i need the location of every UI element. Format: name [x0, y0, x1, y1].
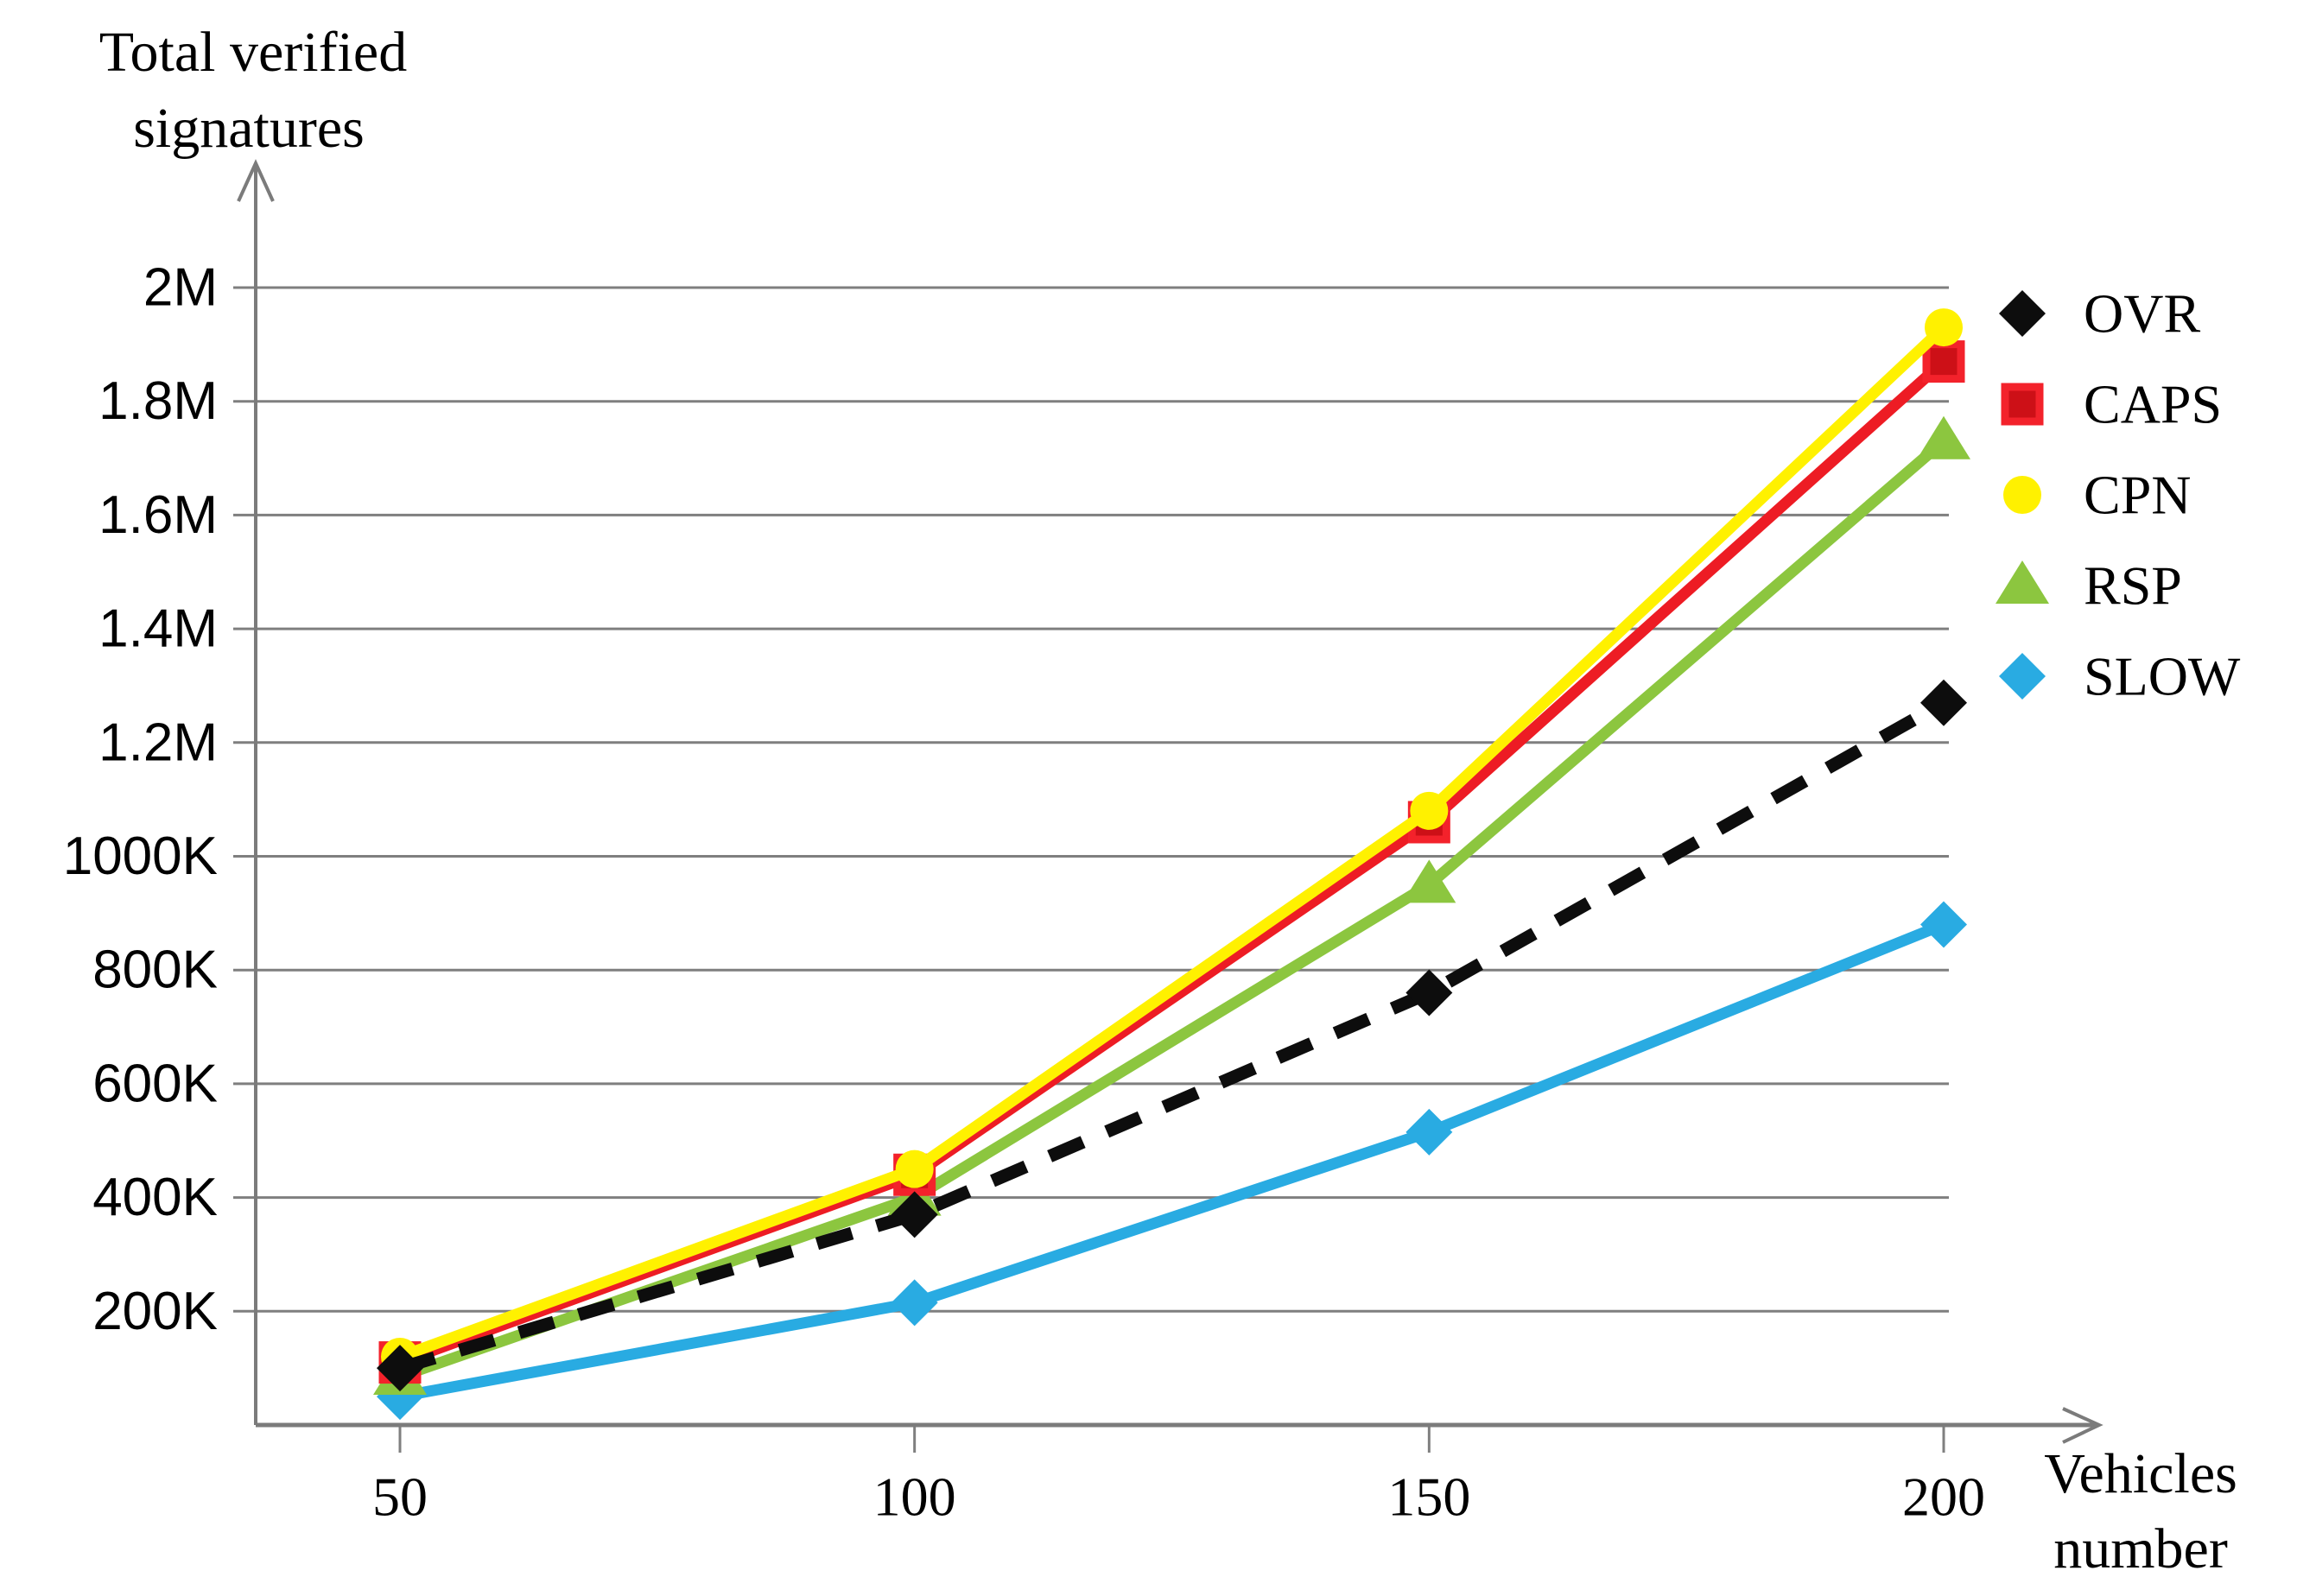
y-tick-label-200K: 200K	[92, 1282, 218, 1341]
legend-label-CAPS: CAPS	[2084, 374, 2222, 435]
y-tick-label-1.2M: 1.2M	[98, 712, 218, 772]
x-axis-title-line2: number	[2053, 1517, 2228, 1580]
y-axis-title-line2: signatures	[133, 97, 365, 160]
series-CPN-line	[397, 323, 1948, 1363]
x-tick-label-200: 200	[1902, 1466, 1985, 1528]
series-CPN-marker	[895, 1150, 934, 1188]
legend-marker-CPN	[2003, 476, 2041, 514]
legend-marker-OVR	[1999, 290, 2046, 337]
legend-label-SLOW: SLOW	[2084, 646, 2241, 707]
series-CPN-marker	[1410, 791, 1449, 830]
legend-item-SLOW: SLOW	[1999, 646, 2241, 707]
y-tick-label-2M: 2M	[143, 258, 218, 318]
series-RSP-marker	[1917, 415, 1970, 459]
x-tick-label-150: 150	[1387, 1466, 1470, 1528]
legend-item-CAPS: CAPS	[2001, 374, 2222, 435]
y-tick-label-1.8M: 1.8M	[98, 371, 218, 431]
series-OVR-marker	[1405, 969, 1453, 1016]
axes	[237, 159, 2103, 1444]
x-axis-title-line1: Vehicles	[2044, 1442, 2237, 1505]
legend-label-RSP: RSP	[2084, 555, 2182, 617]
y-tick-label-600K: 600K	[92, 1054, 218, 1113]
series-RSP-marker	[1402, 859, 1456, 903]
series-OVR-marker	[1920, 679, 1967, 726]
legend-marker-SLOW	[1999, 653, 2046, 700]
x-tick-label-50: 50	[372, 1466, 428, 1528]
series-OVR-marker	[377, 1345, 423, 1392]
legend: OVR CAPS CPN RSP SLOW	[1996, 283, 2241, 707]
legend-item-CPN: CPN	[2003, 465, 2192, 526]
series-CAPS-marker	[1922, 340, 1965, 383]
legend-marker-CAPS	[2001, 383, 2044, 426]
y-axis-arrowhead	[237, 159, 275, 202]
x-tick-label-100: 100	[873, 1466, 956, 1528]
series-SLOW-marker	[1405, 1108, 1453, 1156]
series-lines	[373, 308, 1970, 1421]
legend-label-CPN: CPN	[2084, 465, 2192, 526]
y-tick-label-800K: 800K	[92, 940, 218, 1000]
series-SLOW-marker	[891, 1279, 938, 1327]
y-tick-label-1.4M: 1.4M	[98, 599, 218, 659]
series-SLOW-line	[398, 919, 1946, 1403]
tick-labels: 200K 400K 600K 800K 1000K 1.2M 1.4M 1.6M 1.8M 2M 5…	[63, 258, 1985, 1528]
series-SLOW-marker	[1920, 901, 1967, 948]
gridlines	[233, 286, 1949, 1453]
legend-marker-RSP	[1996, 560, 2049, 604]
y-tick-label-1.6M: 1.6M	[98, 485, 218, 545]
y-axis-title-line1: Total verified	[99, 21, 407, 84]
x-axis-arrowhead	[2062, 1407, 2103, 1444]
legend-label-OVR: OVR	[2084, 283, 2200, 345]
y-tick-label-1000K: 1000K	[63, 826, 218, 886]
y-tick-label-400K: 400K	[92, 1168, 218, 1227]
series-OVR-marker	[891, 1191, 938, 1238]
series-OVR-line	[397, 697, 1947, 1375]
series-RSP-line	[397, 436, 1948, 1383]
legend-item-OVR: OVR	[1999, 283, 2200, 345]
legend-item-RSP: RSP	[1996, 555, 2182, 617]
series-CPN-marker	[1925, 308, 1963, 347]
